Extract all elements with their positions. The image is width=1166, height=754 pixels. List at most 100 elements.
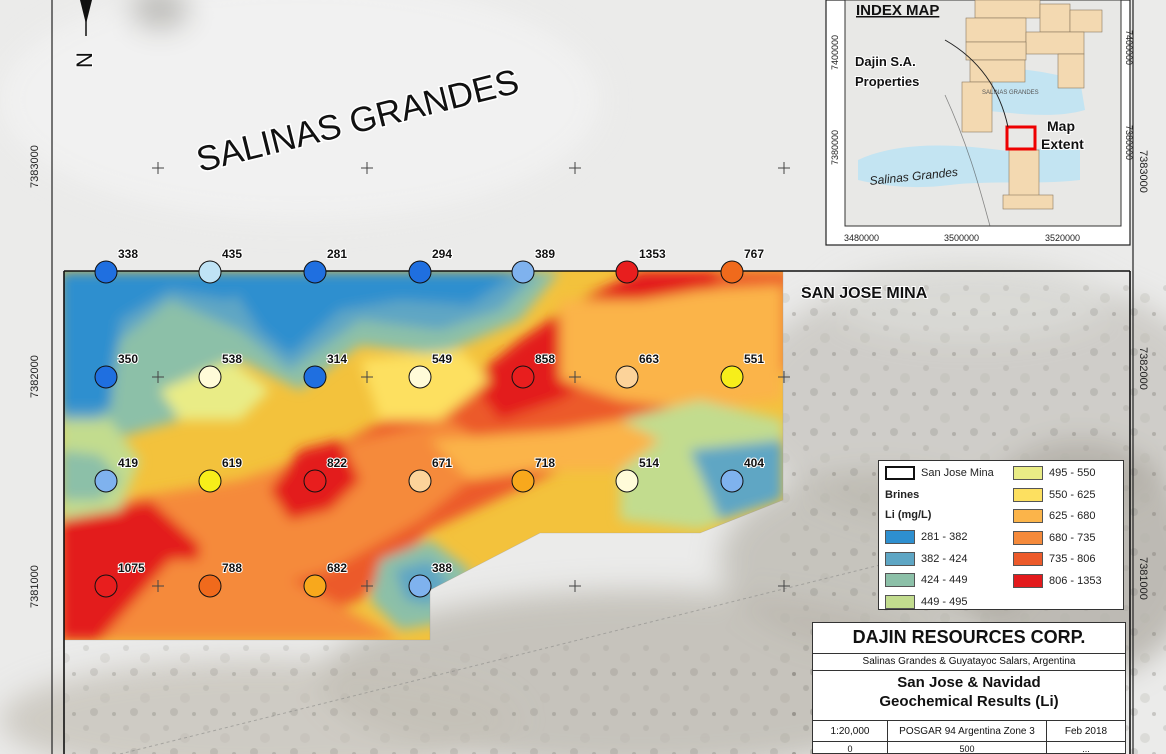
index-y-coord-2: 7380000 — [830, 130, 840, 165]
boundary-swatch — [885, 466, 915, 480]
project-subtitle: Salinas Grandes & Guyatayoc Salars, Arge… — [813, 654, 1125, 671]
north-arrow-icon: N — [71, 0, 98, 69]
legend-class-label: 495 - 550 — [1049, 467, 1096, 479]
sample-value-label: 822 — [327, 456, 347, 470]
legend-class-label: 281 - 382 — [921, 531, 968, 543]
legend-swatch — [1013, 487, 1043, 502]
legend-class-row: 449 - 495 — [885, 594, 967, 610]
sample-point[interactable] — [720, 365, 744, 389]
legend-boundary-row: San Jose Mina — [885, 465, 994, 481]
sample-value-label: 858 — [535, 352, 555, 366]
sample-point[interactable] — [198, 574, 222, 598]
legend-swatch — [885, 530, 915, 544]
legend-class-label: 382 - 424 — [921, 552, 968, 565]
sample-point[interactable] — [408, 574, 432, 598]
legend-class-row: 495 - 550 — [1013, 465, 1095, 481]
map-info-row: 1:20,000 POSGAR 94 Argentina Zone 3 Feb … — [813, 721, 1125, 742]
sample-value-label: 281 — [327, 247, 347, 261]
legend-class-row: 424 - 449 — [885, 572, 967, 588]
legend: San Jose Mina Brines Li (mg/L) 281 - 382… — [878, 460, 1124, 610]
legend-swatch — [885, 594, 915, 609]
sample-point[interactable] — [408, 260, 432, 284]
sample-point[interactable] — [94, 574, 118, 598]
sample-point[interactable] — [720, 469, 744, 493]
sample-value-label: 767 — [744, 247, 764, 261]
legend-class-row: 806 - 1353 — [1013, 573, 1102, 589]
san-jose-mina-label: SAN JOSE MINA — [801, 285, 928, 302]
sample-point[interactable] — [303, 469, 327, 493]
legend-swatch — [885, 573, 915, 587]
sample-value-label: 514 — [639, 456, 659, 470]
sample-value-label: 538 — [222, 352, 242, 366]
legend-class-row: 382 - 424 — [885, 551, 967, 567]
right-coord-1: 7383000 — [1137, 150, 1149, 193]
sample-point[interactable] — [408, 469, 432, 493]
sample-value-label: 682 — [327, 561, 347, 575]
map-extent-box — [1005, 125, 1037, 151]
sample-value-label: 1075 — [118, 561, 145, 575]
legend-class-label: 424 - 449 — [921, 574, 968, 586]
sample-point[interactable] — [511, 365, 535, 389]
sample-point[interactable] — [198, 365, 222, 389]
sample-point[interactable] — [198, 469, 222, 493]
scale-mid: 500 — [888, 742, 1047, 754]
left-coord-2: 7382000 — [29, 355, 41, 398]
index-y-coord-3: 7400000 — [1124, 30, 1134, 65]
legend-swatch — [1013, 573, 1043, 588]
sample-value-label: 718 — [535, 456, 555, 470]
sample-value-label: 389 — [535, 247, 555, 261]
map-title-line-1: San Jose & Navidad — [897, 674, 1041, 691]
legend-class-row: 680 - 735 — [1013, 530, 1095, 546]
legend-brines-label: Brines — [885, 489, 920, 501]
sample-point[interactable] — [198, 260, 222, 284]
company-name: DAJIN RESOURCES CORP. — [813, 623, 1125, 654]
dajin-properties-label: Dajin S.A. Properties — [855, 54, 919, 89]
sample-value-label: 788 — [222, 561, 242, 575]
scale-start: 0 — [813, 742, 888, 754]
sample-point[interactable] — [94, 365, 118, 389]
sample-point[interactable] — [303, 365, 327, 389]
sample-value-label: 419 — [118, 456, 138, 470]
legend-swatch — [1013, 530, 1043, 545]
sample-value-label: 338 — [118, 247, 138, 261]
map-projection: POSGAR 94 Argentina Zone 3 — [888, 721, 1047, 741]
sample-point[interactable] — [615, 469, 639, 493]
legend-class-row: 281 - 382 — [885, 529, 967, 545]
legend-class-row: 735 - 806 — [1013, 551, 1095, 567]
sample-value-label: 388 — [432, 561, 452, 575]
track-line — [119, 559, 901, 754]
contour-outline — [63, 270, 784, 641]
sample-point[interactable] — [303, 260, 327, 284]
sample-point[interactable] — [94, 469, 118, 493]
sample-point[interactable] — [511, 260, 535, 284]
index-x-coord-2: 3500000 — [944, 233, 979, 243]
map-scale: 1:20,000 — [813, 721, 888, 741]
legend-class-label: 449 - 495 — [921, 595, 968, 608]
grid-crosses — [152, 162, 790, 592]
san-jose-mina-boundary — [63, 270, 1131, 754]
sample-point[interactable] — [720, 260, 744, 284]
legend-swatch — [1013, 466, 1043, 480]
sample-value-label: 549 — [432, 352, 452, 366]
legend-class-label: 625 - 680 — [1049, 510, 1096, 522]
sample-point[interactable] — [303, 574, 327, 598]
legend-class-label: 806 - 1353 — [1049, 574, 1102, 587]
sample-point[interactable] — [408, 365, 432, 389]
sample-value-label: 1353 — [639, 247, 666, 261]
sample-point[interactable] — [511, 469, 535, 493]
index-salinas-small-label: SALINAS GRANDES — [982, 90, 1039, 96]
sample-point[interactable] — [94, 260, 118, 284]
sample-value-label: 551 — [744, 352, 764, 366]
legend-class-label: 735 - 806 — [1049, 553, 1096, 565]
left-coord-1: 7383000 — [29, 145, 41, 188]
legend-class-label: 680 - 735 — [1049, 531, 1096, 544]
sample-points: 338 435 281 294 389 1353 767 350 538 314 549 858 663… — [94, 246, 765, 598]
index-map[interactable]: INDEX MAP Dajin S.A. Properties Map Exte… — [825, 0, 1134, 246]
sample-point[interactable] — [615, 260, 639, 284]
index-x-coord-1: 3480000 — [844, 233, 879, 243]
sample-value-label: 404 — [744, 456, 764, 470]
sample-value-label: 294 — [432, 247, 452, 261]
sample-point[interactable] — [615, 365, 639, 389]
